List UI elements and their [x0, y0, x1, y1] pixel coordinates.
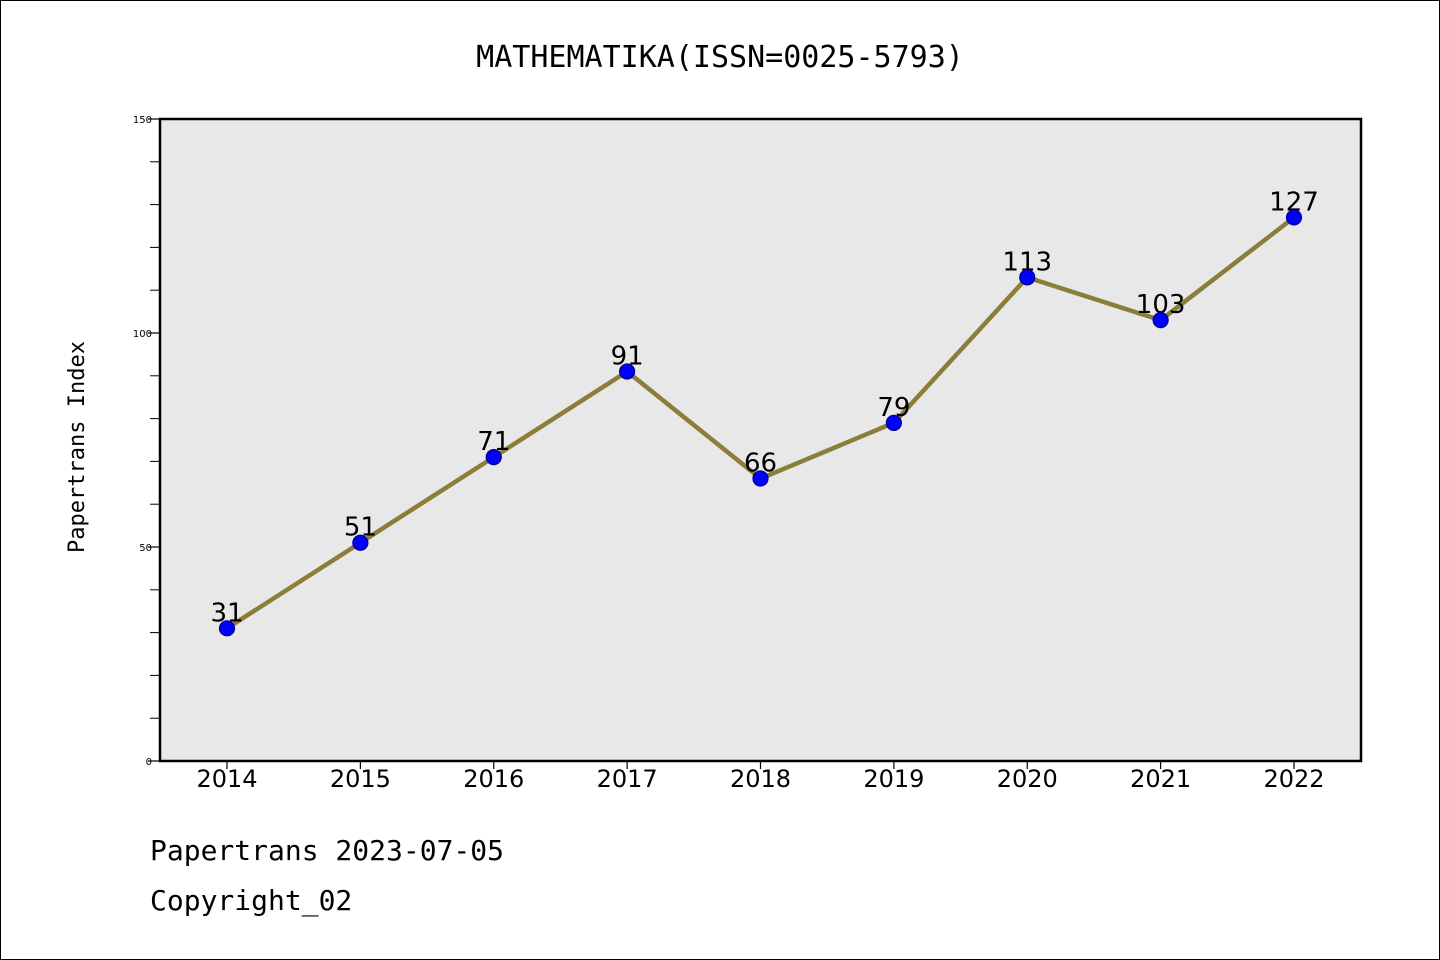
y-axis-label: Papertrans Index [65, 341, 90, 553]
data-point [1019, 269, 1036, 286]
x-tick-label: 2022 [1263, 765, 1324, 793]
axis-ticks: 0 50 100 150 2014 2015 2016 2017 2018 2019 2020 202… [133, 115, 1325, 793]
plot-area [160, 119, 1361, 761]
x-tick-label: 2021 [1130, 765, 1191, 793]
data-point [1152, 312, 1169, 329]
plot-border [158, 117, 1363, 763]
chart-title: MATHEMATIKA(ISSN=0025-5793) [476, 40, 964, 75]
x-tick-label: 2014 [196, 765, 257, 793]
data-point [352, 534, 369, 551]
data-point [1285, 209, 1303, 226]
data-point [885, 414, 902, 431]
data-point [752, 470, 769, 487]
data-point [218, 620, 236, 637]
x-tick-label: 2015 [330, 765, 391, 793]
x-tick-label: 2017 [597, 765, 658, 793]
footer-copyright: Copyright_02 [150, 884, 353, 917]
y-tick-label: 150 [133, 115, 152, 126]
y-tick-label: 50 [139, 543, 152, 554]
y-tick-label: 0 [146, 757, 152, 768]
data-point [485, 449, 502, 466]
data-point [619, 363, 636, 380]
footer-date: Papertrans 2023-07-05 [150, 834, 505, 867]
y-tick-label: 100 [133, 329, 152, 340]
x-tick-label: 2018 [730, 765, 791, 793]
x-tick-label: 2020 [997, 765, 1058, 793]
x-tick-label: 2019 [863, 765, 924, 793]
x-tick-label: 2016 [463, 765, 524, 793]
